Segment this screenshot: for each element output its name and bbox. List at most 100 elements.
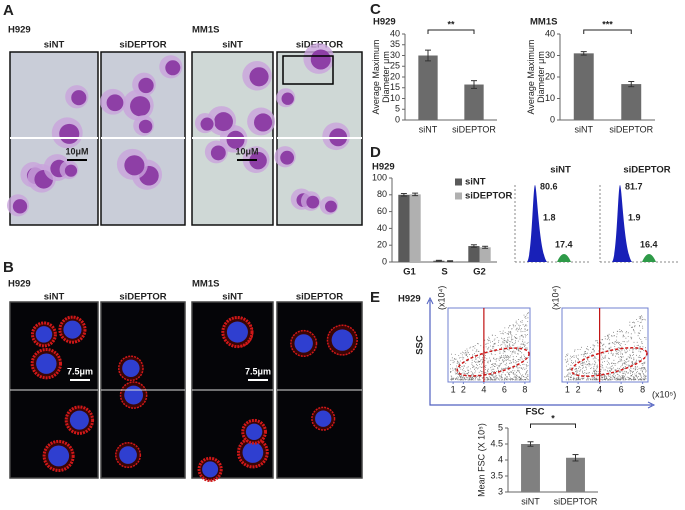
condition-label: siDEPTOR — [119, 40, 166, 51]
bar — [464, 84, 484, 120]
condition-label: siDEPTOR — [296, 292, 343, 303]
condition-label: siNT — [222, 292, 243, 303]
nucleus — [130, 96, 151, 117]
axis-scale: (x10⁴) — [436, 286, 446, 310]
condition-label: siNT — [222, 40, 243, 51]
panel-label: E — [370, 289, 380, 306]
scale-label: 7.5μm — [245, 366, 271, 376]
scale-label: 10μM — [235, 146, 258, 156]
nucleus — [124, 385, 144, 405]
chart-title: H929 — [373, 17, 396, 28]
legend-label: siDEPTOR — [465, 191, 512, 202]
y-tick-label: 35 — [390, 39, 400, 49]
y-tick-label: 30 — [390, 50, 400, 60]
nucleus — [69, 410, 89, 430]
x-tick-label: siDEPTOR — [609, 124, 653, 134]
x-tick-label: 6 — [502, 384, 507, 394]
x-tick-label: 2 — [461, 384, 466, 394]
nucleus — [306, 195, 320, 209]
y-tick-label: 5 — [395, 104, 400, 114]
g2-peak — [642, 254, 656, 262]
histogram-title: siDEPTOR — [623, 165, 670, 176]
nucleus — [124, 155, 145, 176]
nucleus — [242, 442, 264, 463]
panel-label: B — [3, 259, 14, 276]
y-tick-label: 60 — [377, 206, 387, 216]
y-tick-label: 0 — [550, 114, 555, 124]
x-tick-label: 4 — [481, 384, 486, 394]
nucleus — [63, 320, 82, 339]
plot-frame — [447, 307, 531, 383]
x-tick-label: siNT — [419, 124, 438, 134]
y-axis-label: Average MaximumDiameter μm — [526, 40, 546, 115]
arrowhead — [426, 296, 656, 409]
nucleus — [315, 410, 332, 427]
y-axis-label: Average MaximumDiameter μm — [371, 40, 391, 115]
y-tick-label: 4.5 — [490, 438, 503, 448]
nucleus — [331, 329, 353, 351]
x-tick-label: 2 — [576, 384, 581, 394]
axis-arrow — [429, 300, 652, 406]
y-tick-label: 10 — [390, 93, 400, 103]
x-tick-label: 8 — [640, 384, 645, 394]
x-tick-label: siNT — [575, 124, 594, 134]
bar — [479, 247, 491, 262]
y-tick-label: 40 — [377, 223, 387, 233]
y-tick-label: 25 — [390, 61, 400, 71]
nucleus — [280, 150, 295, 165]
peak-label: 80.6 — [540, 181, 558, 191]
significance: ** — [447, 19, 455, 29]
x-tick-label: 1 — [565, 384, 570, 394]
nucleus — [249, 151, 267, 170]
gate — [456, 347, 530, 377]
bar — [566, 457, 585, 492]
bar — [621, 84, 642, 120]
nucleus — [119, 446, 137, 464]
y-tick-label: 20 — [377, 240, 387, 250]
nucleus — [249, 67, 269, 87]
y-tick-label: 30 — [545, 50, 555, 60]
significance-bracket — [427, 29, 475, 34]
y-tick-label: 0 — [395, 114, 400, 124]
x-tick-label: 1 — [451, 384, 456, 394]
y-tick-label: 3 — [498, 486, 503, 496]
nucleus — [226, 130, 245, 149]
y-tick-label: 40 — [390, 28, 400, 38]
bar — [468, 246, 480, 262]
axis-title: FSC — [526, 407, 545, 418]
scale-label: 10μM — [65, 146, 88, 156]
condition-label: siDEPTOR — [119, 292, 166, 303]
y-tick-label: 20 — [545, 71, 555, 81]
gate — [570, 347, 648, 377]
cell-line: H929 — [8, 279, 31, 290]
x-tick-label: siNT — [521, 496, 540, 506]
nucleus — [35, 326, 53, 343]
nucleus — [202, 461, 219, 478]
x-tick-label: G2 — [473, 267, 486, 278]
y-tick-label: 5 — [498, 422, 503, 432]
legend-swatch — [455, 178, 462, 186]
nucleus — [310, 49, 331, 70]
y-tick-label: 3.5 — [490, 470, 503, 480]
nucleus — [253, 113, 273, 132]
legend-label: siNT — [465, 177, 486, 188]
x-tick-label: G1 — [403, 267, 416, 278]
y-axis-label: Mean FSC (X 10⁵) — [476, 423, 486, 497]
g1-peak — [612, 185, 632, 262]
peak-label: 81.7 — [625, 181, 643, 191]
significance-bracket — [583, 29, 632, 34]
y-tick-label: 4 — [498, 454, 503, 464]
nucleus — [138, 119, 153, 134]
scale-label: 7.5μm — [67, 366, 93, 376]
nucleus — [210, 145, 226, 161]
cell-line: MM1S — [192, 279, 219, 290]
y-tick-label: 0 — [382, 256, 387, 266]
cell-line: MM1S — [192, 25, 219, 36]
significance-bracket — [530, 423, 576, 428]
inset-box — [282, 55, 334, 85]
significance: * — [551, 413, 555, 423]
y-tick-label: 80 — [377, 189, 387, 199]
cell-line: H929 — [398, 294, 421, 305]
x-tick-label: 4 — [597, 384, 602, 394]
